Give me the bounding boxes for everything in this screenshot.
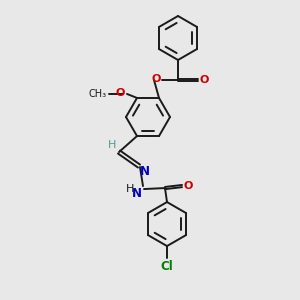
Text: H: H [126, 184, 134, 194]
Text: O: O [152, 74, 161, 84]
Text: N: N [140, 165, 150, 178]
Text: N: N [132, 187, 142, 200]
Text: O: O [183, 181, 192, 191]
Text: Cl: Cl [160, 260, 173, 273]
Text: O: O [199, 75, 208, 85]
Text: H: H [108, 140, 116, 150]
Text: O: O [116, 88, 125, 98]
Text: CH₃: CH₃ [89, 89, 107, 99]
